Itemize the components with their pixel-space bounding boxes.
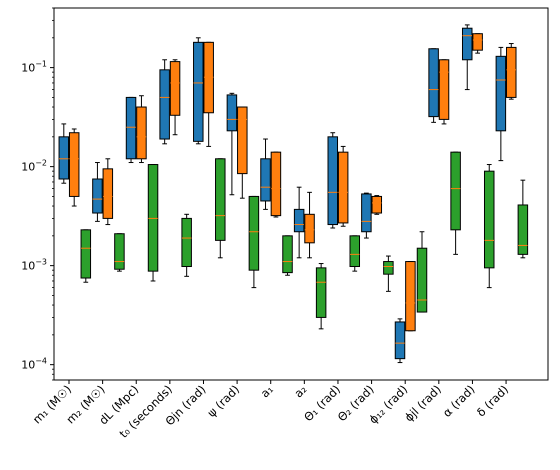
box-s3-5 [248,195,260,289]
box-s3-7 [315,263,327,330]
y-tick-label: 10−1 [21,60,47,75]
box-s1-5 [226,92,238,196]
box-body [461,27,473,61]
box-body [495,55,507,132]
box-body [270,151,282,217]
box-s3-12 [483,164,495,289]
box-body [293,208,305,233]
box-s2-6 [270,151,282,218]
box-s2-10 [405,261,416,332]
box-s1-6 [260,138,271,210]
box-s3-6 [282,235,293,276]
box-s2-4 [203,41,214,147]
box-body [327,136,339,226]
box-body [472,33,483,51]
box-body [215,158,226,241]
box-s2-12 [472,33,483,54]
box-s1-2 [125,96,137,164]
box-body [361,193,372,233]
box-s1-4 [193,37,204,145]
box-body [428,48,439,118]
box-body [349,235,361,268]
box-body [304,213,315,244]
box-body [147,164,159,272]
box-s1-8 [327,132,339,229]
box-s1-0 [58,123,70,184]
box-s2-7 [304,191,315,259]
box-s2-8 [337,145,349,227]
y-tick-label: 10−3 [21,258,47,273]
box-body [92,178,103,214]
box-s2-0 [68,128,80,207]
box-s2-5 [237,106,248,199]
box-body [80,229,92,279]
box-body [125,96,137,160]
box-body [136,106,147,160]
box-s2-11 [438,59,450,125]
box-body [438,59,450,120]
box-body [337,151,349,224]
box-body [405,261,416,332]
box-s1-3 [159,59,170,145]
box-s3-3 [181,213,192,277]
box-body [450,151,461,231]
box-body [159,69,170,140]
box-s3-11 [450,151,461,255]
box-s2-2 [136,95,147,164]
box-s3-9 [383,255,394,292]
box-body [169,61,181,116]
box-s3-13 [517,179,529,259]
box-body [68,132,80,197]
box-body [371,195,383,214]
box-body [394,321,406,360]
box-body [58,136,70,180]
box-body [193,41,204,142]
box-body [237,106,248,175]
box-s3-1 [114,233,125,272]
box-s1-7 [293,186,305,259]
box-body [282,235,293,274]
box-body [260,158,271,202]
box-s2-9 [371,195,383,215]
box-body [102,168,114,219]
box-s3-8 [349,235,361,272]
box-s3-4 [215,158,226,259]
box-body [226,94,238,132]
box-body [483,170,495,269]
box-body [506,46,517,98]
box-s3-10 [416,231,428,313]
box-s1-13 [495,46,507,162]
box-s1-10 [394,318,406,364]
box-body [248,195,260,271]
box-s2-3 [169,59,181,136]
box-body [181,217,192,268]
box-s1-11 [428,48,439,123]
box-s1-1 [92,162,103,222]
y-tick-label: 10−2 [21,159,47,174]
y-tick-label: 10−4 [21,357,47,372]
box-body [416,247,428,313]
box-body [114,233,125,270]
box-s1-12 [461,24,473,91]
plot-area [58,24,529,364]
box-s3-2 [147,164,159,282]
box-s2-1 [102,158,114,226]
box-body [315,267,327,318]
box-body [383,261,394,275]
box-s1-9 [361,192,372,239]
box-s3-0 [80,229,92,283]
box-s2-13 [506,43,517,100]
axes-frame [53,7,549,381]
box-body [517,204,529,255]
